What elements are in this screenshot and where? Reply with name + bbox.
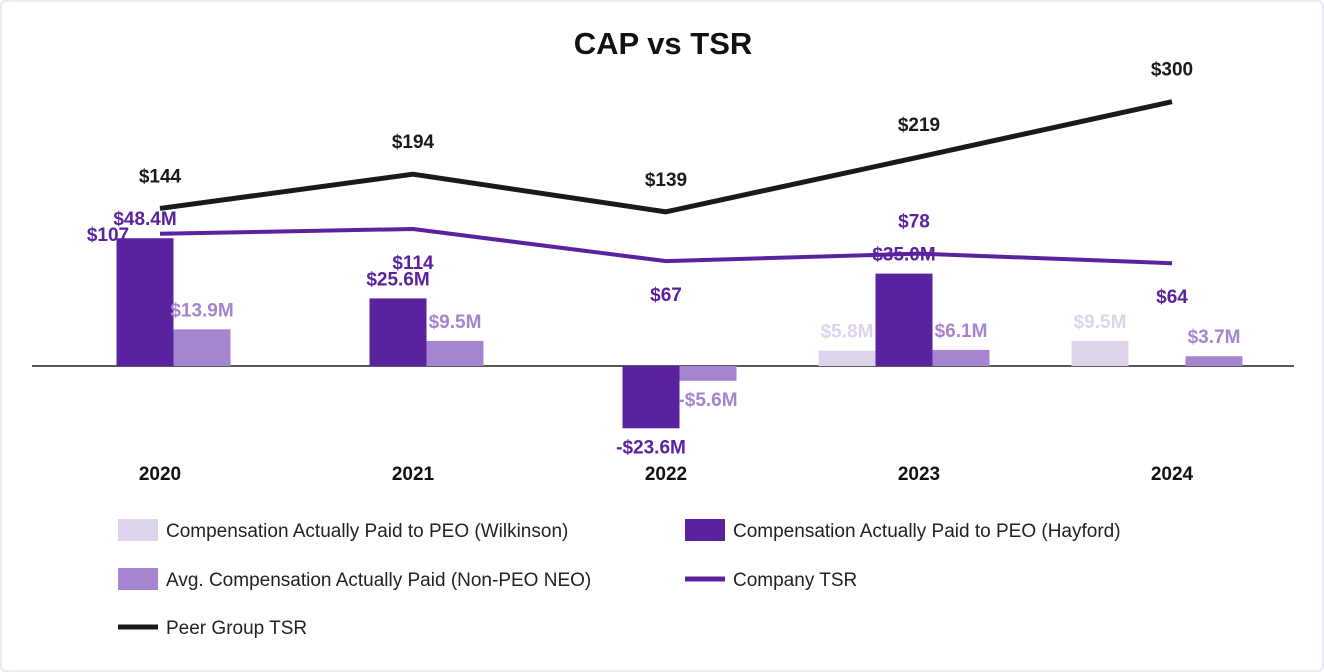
company-tsr-line [159,226,1173,266]
legend-swatch-wilkinson [118,519,158,541]
bar-hayford-2023 [875,273,933,366]
legend-swatch-hayford [685,519,725,541]
bar-label-non-peo-2023: $6.1M [935,321,988,342]
bar-wilkinson-2024 [1071,340,1129,366]
company-tsr-label-2024: $64 [1156,287,1188,308]
company-tsr-label-2022: $67 [650,285,682,306]
x-tick-label-2022: 2022 [645,464,687,485]
bar-non-peo-2023 [932,349,990,366]
bar-label-hayford-2020: $48.4M [113,209,176,230]
company-tsr-label-2021: $114 [392,253,434,274]
legend-label-peer-group-tsr: Peer Group TSR [166,618,307,639]
bar-label-non-peo-2022: -$5.6M [678,390,737,411]
bar-label-wilkinson-2023: $5.8M [821,322,874,343]
bar-non-peo-2020 [173,329,231,366]
legend-swatch-company-tsr [685,576,725,582]
bar-hayford-2022 [622,366,680,429]
chart-title: CAP vs TSR [574,26,753,61]
x-tick-label-2024: 2024 [1151,464,1194,485]
company-tsr-label-2023: $78 [898,212,930,233]
bar-label-hayford-2021: $25.6M [366,269,429,290]
legend: Compensation Actually Paid to PEO (Wilki… [118,519,1121,639]
bar-label-wilkinson-2024: $9.5M [1074,312,1127,333]
bar-non-peo-2022 [679,366,737,381]
peer-group-tsr-label-2023: $219 [898,115,940,136]
bar-label-non-peo-2024: $3.7M [1188,327,1241,348]
x-tick-label-2023: 2023 [898,464,940,485]
bar-hayford-2021 [369,298,427,366]
bar-non-peo-2024 [1185,356,1243,366]
legend-label-non-peo: Avg. Compensation Actually Paid (Non-PEO… [166,570,591,591]
legend-label-wilkinson: Compensation Actually Paid to PEO (Wilki… [166,521,568,542]
bar-non-peo-2021 [426,340,484,366]
bar-hayford-2020 [116,238,174,366]
peer-group-tsr-label-2021: $194 [392,132,435,153]
company-tsr-label-2020: $107 [87,225,129,246]
legend-swatch-non-peo [118,568,158,590]
legend-label-hayford: Compensation Actually Paid to PEO (Hayfo… [733,521,1121,542]
x-tick-label-2020: 2020 [139,464,181,485]
legend-swatch-peer-group-tsr [118,624,158,630]
bar-label-hayford-2022: -$23.6M [616,437,686,458]
legend-label-company-tsr: Company TSR [733,570,857,591]
peer-group-tsr-line [159,99,1173,215]
bar-wilkinson-2023 [818,350,876,366]
peer-group-tsr-label-2022: $139 [645,170,687,191]
x-tick-label-2021: 2021 [392,464,435,485]
peer-group-tsr-label-2020: $144 [139,166,182,187]
bar-label-non-peo-2021: $9.5M [429,312,482,333]
peer-group-tsr-label-2024: $300 [1151,60,1193,81]
bar-label-non-peo-2020: $13.9M [170,300,233,321]
